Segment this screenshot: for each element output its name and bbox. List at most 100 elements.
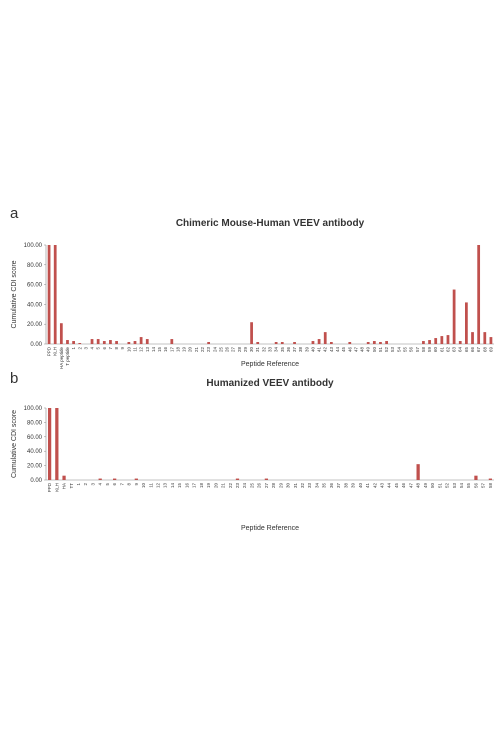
x-tick-label: 39 — [351, 483, 356, 489]
y-tick-label: 40.00 — [27, 302, 43, 308]
x-tick-label: KLH — [54, 483, 59, 492]
x-tick-label: 28 — [271, 483, 276, 489]
bar — [170, 339, 174, 344]
x-tick-label: 52 — [384, 347, 389, 353]
bar — [385, 341, 388, 344]
y-axis-title: Cumulative CDI score — [11, 410, 18, 478]
bar — [145, 339, 149, 344]
x-tick-label: 67 — [476, 347, 481, 353]
x-tick-label: 13 — [163, 483, 168, 489]
y-tick-label: 80.00 — [27, 420, 43, 426]
x-tick-label: 43 — [329, 347, 334, 353]
x-tick-label: 48 — [416, 483, 421, 489]
x-tick-label: 2 — [83, 483, 88, 486]
x-tick-label: 11 — [132, 347, 137, 352]
x-tick-label: 12 — [156, 483, 161, 489]
x-tick-label: 27 — [231, 347, 236, 353]
x-tick-label: 39 — [304, 347, 309, 353]
x-tick-label: 18 — [175, 347, 180, 353]
x-tick-label: 23 — [235, 483, 240, 489]
x-tick-label: 46 — [347, 347, 352, 353]
y-tick-label: 100.00 — [24, 406, 43, 412]
x-tick-label: 40 — [310, 347, 315, 353]
x-tick-label: 63 — [452, 347, 457, 353]
y-tick-label: 80.00 — [27, 263, 43, 269]
bar — [134, 478, 138, 480]
x-tick-label: 41 — [365, 483, 370, 489]
x-tick-label: 35 — [322, 483, 327, 489]
x-tick-label: 55 — [403, 347, 408, 353]
bar — [115, 341, 118, 344]
x-tick-label: 10 — [141, 483, 146, 489]
x-tick-label: 18 — [199, 483, 204, 489]
bar — [47, 245, 51, 344]
bar — [428, 340, 431, 344]
bar — [78, 343, 82, 344]
chart-title: Humanized VEEV antibody — [206, 378, 334, 389]
bar — [274, 342, 278, 344]
bar — [434, 338, 438, 344]
x-tick-label: 24 — [242, 483, 247, 489]
x-tick-label: 69 — [488, 347, 493, 353]
bar — [348, 342, 352, 344]
bar — [379, 342, 382, 344]
x-tick-label: 38 — [298, 347, 303, 353]
x-tick-label: PPD — [47, 346, 52, 356]
bar — [311, 341, 315, 344]
x-tick-label: 16 — [184, 483, 189, 489]
bar — [483, 332, 487, 344]
x-tick-label: 57 — [481, 483, 486, 489]
x-tick-label: 26 — [257, 483, 262, 489]
bar — [53, 245, 57, 344]
x-tick-label: 21 — [194, 347, 199, 353]
x-tick-label: 48 — [360, 347, 365, 353]
x-tick-label: 58 — [421, 347, 426, 353]
bar — [139, 337, 143, 344]
x-tick-label: 62 — [445, 347, 450, 353]
x-tick-label: 25 — [249, 483, 254, 489]
x-tick-label: T peptide — [65, 347, 70, 366]
y-tick-label: 20.00 — [27, 322, 43, 328]
x-tick-label: 42 — [323, 347, 328, 353]
x-tick-label: 66 — [470, 347, 475, 353]
y-axis-title: Cumulative CDI score — [11, 260, 18, 328]
x-tick-label: 21 — [221, 483, 226, 489]
y-tick-label: 0.00 — [30, 478, 42, 484]
x-tick-label: 17 — [169, 347, 174, 353]
bar — [264, 478, 269, 480]
bar — [55, 408, 59, 480]
x-tick-label: 1 — [76, 483, 81, 486]
x-tick-label: 47 — [353, 347, 358, 353]
bar — [458, 341, 462, 344]
x-tick-label: 1 — [71, 347, 76, 350]
x-tick-label: 53 — [390, 347, 395, 353]
x-tick-label: 51 — [378, 347, 383, 353]
x-tick-label: 22 — [200, 347, 205, 353]
bar — [207, 342, 211, 344]
bar — [98, 478, 102, 480]
chart-title: Chimeric Mouse-Human VEEV antibody — [176, 218, 365, 229]
x-tick-label: 59 — [427, 347, 432, 353]
x-tick-label: 50 — [372, 347, 377, 353]
x-tick-label: 61 — [439, 347, 444, 353]
x-tick-label: 15 — [157, 347, 162, 353]
x-tick-label: 32 — [300, 483, 305, 489]
x-tick-label: 44 — [387, 483, 392, 489]
bar — [452, 289, 456, 344]
x-tick-label: 6 — [102, 347, 107, 350]
y-tick-label: 0.00 — [30, 342, 42, 348]
x-tick-label: 15 — [177, 483, 182, 489]
x-tick-label: 49 — [423, 483, 428, 489]
bar — [47, 408, 52, 480]
x-tick-label: 26 — [225, 347, 230, 353]
x-tick-label: 24 — [212, 347, 217, 353]
bar — [465, 302, 468, 344]
bar — [59, 323, 63, 344]
x-tick-label: 38 — [343, 483, 348, 489]
bar — [366, 342, 370, 344]
x-tick-label: 29 — [243, 347, 248, 353]
x-tick-label: 34 — [274, 347, 279, 353]
bar — [235, 478, 240, 480]
x-tick-label: 41 — [317, 347, 322, 353]
